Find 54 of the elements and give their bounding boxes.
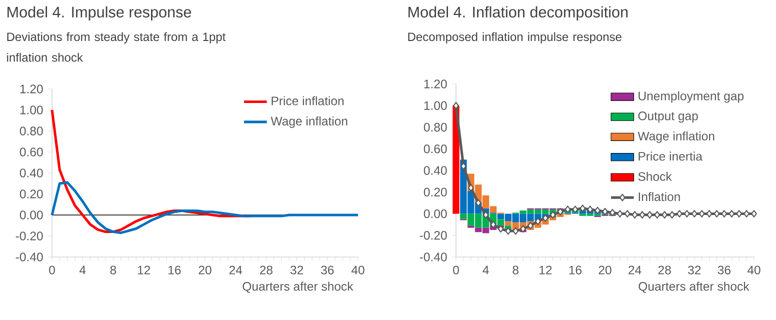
x-tick-label: 24 bbox=[229, 266, 242, 274]
x-axis-title: Quarters after shock bbox=[638, 282, 750, 293]
y-tick-label: 0.20 bbox=[424, 188, 447, 196]
y-tick-label: 1.00 bbox=[20, 106, 43, 114]
y-tick-label: 0.60 bbox=[424, 144, 447, 154]
y-tick-label: 1.20 bbox=[20, 84, 43, 94]
chart-title: Model 4. Impulse response bbox=[8, 6, 192, 21]
y-tick-label: 0.80 bbox=[20, 126, 43, 136]
x-tick-label: 0 bbox=[49, 266, 55, 274]
y-tick-label: 1.20 bbox=[424, 80, 447, 88]
y-tick-label: 0.00 bbox=[20, 210, 43, 220]
chart-title: Model 4. Inflation decomposition bbox=[408, 6, 628, 21]
x-tick-label: 40 bbox=[351, 266, 364, 274]
y-tick-label: 0.40 bbox=[20, 168, 43, 178]
legend-label: Price inertia bbox=[638, 152, 702, 161]
legend-label: Output gap bbox=[638, 112, 698, 123]
x-tick-label: 32 bbox=[688, 266, 701, 274]
x-tick-label: 24 bbox=[628, 266, 642, 274]
legend-label: Inflation bbox=[638, 192, 680, 202]
x-tick-label: 28 bbox=[260, 266, 272, 274]
y-tick-label: 0.80 bbox=[424, 122, 447, 132]
x-tick-label: 20 bbox=[598, 266, 612, 274]
legend-label: Price inflation bbox=[272, 96, 344, 106]
y-tick-label: 0.20 bbox=[20, 190, 43, 198]
y-tick-label: 0.60 bbox=[20, 148, 43, 156]
x-tick-label: 12 bbox=[540, 266, 552, 274]
x-tick-label: 28 bbox=[658, 266, 671, 274]
x-tick-label: 4 bbox=[79, 266, 86, 274]
legend-label: Unemployment gap bbox=[638, 91, 744, 103]
x-tick-label: 36 bbox=[321, 266, 334, 274]
chart-subtitle: Deviations from steady state from a 1ppt inflation shock bbox=[7, 32, 226, 62]
y-tick-label: 0.40 bbox=[424, 166, 447, 175]
x-tick-label: 0 bbox=[453, 266, 459, 274]
y-tick-label: 0.00 bbox=[424, 209, 447, 218]
x-tick-label: 4 bbox=[482, 266, 489, 274]
legend-label: Shock bbox=[638, 172, 672, 181]
legend-label: Wage inflation bbox=[638, 131, 714, 143]
x-tick-label: 16 bbox=[569, 266, 582, 274]
x-tick-label: 12 bbox=[138, 266, 150, 274]
x-tick-label: 36 bbox=[718, 266, 730, 274]
x-tick-label: 8 bbox=[110, 266, 116, 274]
legend-label: Wage inflation bbox=[270, 116, 348, 128]
x-tick-label: 32 bbox=[290, 266, 304, 274]
y-tick-label: -0.40 bbox=[16, 252, 43, 262]
y-tick-label: -0.20 bbox=[16, 232, 43, 240]
y-tick-label: 1.00 bbox=[424, 101, 447, 110]
x-axis-title: Quarters after shock bbox=[242, 282, 354, 293]
y-tick-label: -0.40 bbox=[420, 252, 447, 262]
y-tick-label: -0.20 bbox=[420, 231, 447, 240]
x-tick-label: 20 bbox=[198, 266, 212, 274]
chart-subtitle: Decomposed inflation impulse response bbox=[408, 32, 622, 44]
x-tick-label: 40 bbox=[747, 266, 760, 274]
x-tick-label: 16 bbox=[168, 266, 181, 274]
x-tick-label: 8 bbox=[512, 266, 518, 274]
